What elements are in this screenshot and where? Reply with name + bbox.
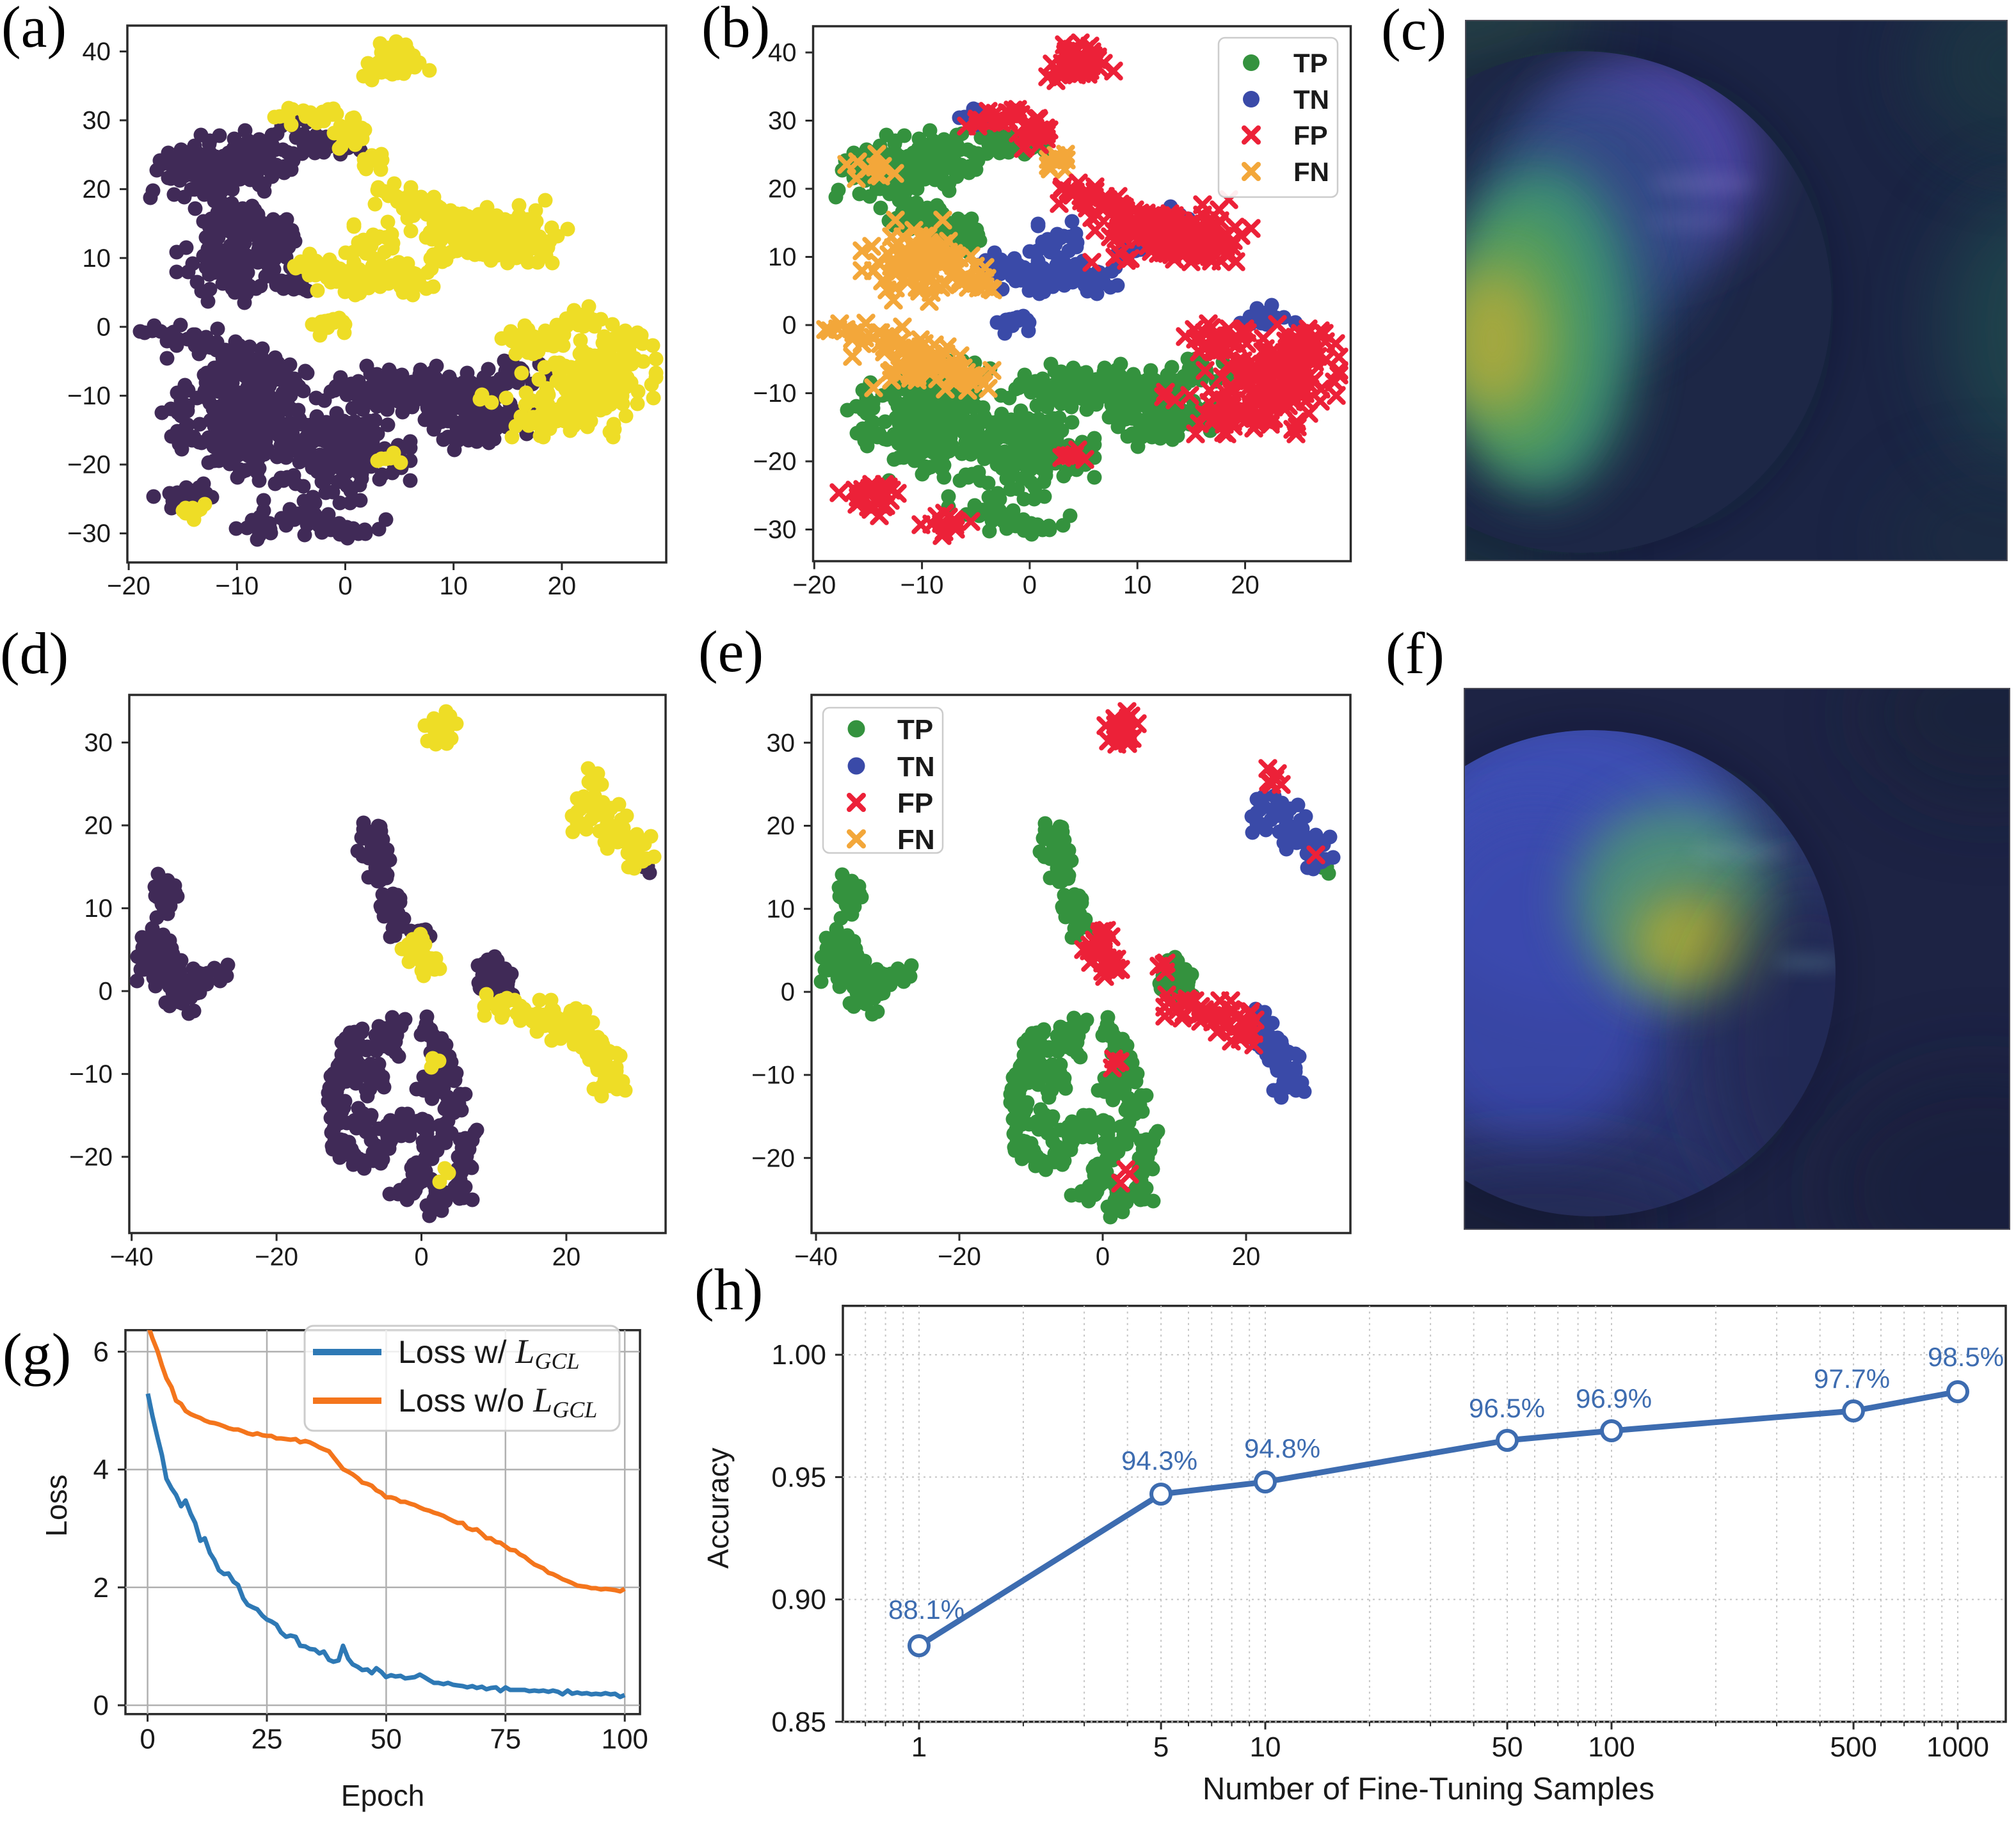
svg-text:50: 50 (371, 1724, 402, 1755)
svg-text:96.5%: 96.5% (1469, 1393, 1545, 1423)
svg-text:100: 100 (601, 1724, 648, 1755)
svg-text:10: 10 (1250, 1731, 1281, 1763)
svg-text:1: 1 (911, 1731, 927, 1763)
svg-text:−10: −10 (69, 1060, 113, 1088)
svg-text:FP: FP (897, 788, 933, 819)
svg-text:(g): (g) (3, 1321, 71, 1387)
svg-text:30: 30 (84, 729, 113, 757)
svg-text:100: 100 (1588, 1731, 1635, 1763)
svg-text:−10: −10 (215, 572, 259, 600)
svg-text:30: 30 (768, 107, 797, 135)
svg-text:(e): (e) (698, 619, 764, 684)
svg-text:(h): (h) (694, 1257, 763, 1322)
svg-text:TN: TN (897, 751, 935, 783)
svg-text:30: 30 (767, 729, 796, 757)
svg-text:−40: −40 (794, 1243, 838, 1271)
svg-text:20: 20 (83, 175, 111, 203)
svg-text:98.5%: 98.5% (1928, 1342, 2004, 1372)
svg-text:−30: −30 (753, 516, 797, 544)
svg-text:40: 40 (83, 38, 111, 66)
svg-text:−20: −20 (792, 571, 836, 600)
svg-text:10: 10 (84, 895, 113, 923)
svg-text:0.90: 0.90 (771, 1584, 826, 1616)
svg-text:Loss: Loss (40, 1474, 73, 1536)
svg-text:4: 4 (93, 1454, 109, 1486)
svg-text:20: 20 (548, 572, 577, 600)
svg-text:10: 10 (768, 243, 797, 271)
svg-text:5: 5 (1153, 1731, 1169, 1763)
svg-text:0: 0 (140, 1724, 155, 1755)
svg-text:88.1%: 88.1% (888, 1595, 964, 1625)
svg-text:−10: −10 (753, 379, 797, 408)
svg-text:6: 6 (93, 1336, 109, 1367)
svg-text:25: 25 (252, 1724, 283, 1755)
svg-text:(a): (a) (1, 0, 67, 60)
svg-text:10: 10 (767, 895, 796, 923)
svg-text:0: 0 (414, 1243, 428, 1271)
svg-text:Accuracy: Accuracy (701, 1447, 735, 1568)
svg-text:Number of Fine-Tuning Samples: Number of Fine-Tuning Samples (1203, 1772, 1654, 1806)
svg-text:500: 500 (1830, 1731, 1876, 1763)
svg-text:−40: −40 (110, 1243, 154, 1271)
svg-text:0: 0 (1096, 1243, 1110, 1271)
svg-text:1000: 1000 (1926, 1731, 1989, 1763)
svg-text:−10: −10 (900, 571, 944, 600)
svg-text:10: 10 (1123, 571, 1152, 600)
svg-text:20: 20 (1232, 1243, 1261, 1271)
svg-text:(c): (c) (1381, 0, 1446, 62)
svg-text:FN: FN (897, 824, 935, 856)
svg-text:0: 0 (97, 313, 111, 341)
svg-text:Epoch: Epoch (341, 1779, 424, 1812)
svg-text:−20: −20 (255, 1243, 298, 1271)
svg-text:0: 0 (99, 978, 113, 1006)
svg-text:20: 20 (767, 812, 796, 840)
svg-text:20: 20 (1231, 571, 1260, 600)
svg-text:30: 30 (83, 107, 111, 135)
svg-text:94.8%: 94.8% (1244, 1433, 1320, 1463)
svg-text:96.9%: 96.9% (1576, 1383, 1652, 1413)
svg-text:0.95: 0.95 (771, 1461, 826, 1493)
svg-text:(d): (d) (0, 621, 68, 686)
svg-text:75: 75 (490, 1724, 521, 1755)
svg-text:−20: −20 (107, 572, 150, 600)
svg-text:0: 0 (782, 312, 796, 340)
svg-text:50: 50 (1492, 1731, 1523, 1763)
svg-text:20: 20 (84, 812, 113, 840)
svg-text:TP: TP (1293, 48, 1328, 78)
svg-text:94.3%: 94.3% (1121, 1445, 1197, 1476)
svg-text:TP: TP (897, 714, 933, 745)
svg-text:0: 0 (338, 572, 352, 600)
svg-text:0: 0 (93, 1690, 109, 1721)
svg-text:40: 40 (768, 39, 797, 67)
svg-text:1.00: 1.00 (771, 1339, 826, 1371)
svg-text:97.7%: 97.7% (1814, 1364, 1890, 1394)
svg-text:−20: −20 (938, 1243, 981, 1271)
svg-text:−20: −20 (753, 448, 797, 476)
svg-text:(f): (f) (1386, 621, 1444, 686)
svg-text:−20: −20 (69, 1143, 113, 1172)
svg-text:(b): (b) (701, 0, 770, 60)
svg-text:FN: FN (1293, 157, 1329, 187)
svg-text:FP: FP (1293, 120, 1328, 150)
svg-text:0.85: 0.85 (771, 1707, 826, 1738)
svg-text:TN: TN (1293, 84, 1329, 115)
svg-text:0: 0 (1023, 571, 1037, 600)
svg-text:10: 10 (439, 572, 468, 600)
svg-text:−10: −10 (67, 382, 111, 410)
svg-text:−30: −30 (67, 520, 111, 548)
svg-text:20: 20 (768, 175, 797, 203)
svg-text:20: 20 (552, 1243, 581, 1271)
svg-text:−10: −10 (751, 1062, 795, 1090)
svg-text:2: 2 (93, 1572, 109, 1604)
svg-text:0: 0 (781, 978, 795, 1007)
svg-text:−20: −20 (751, 1144, 795, 1172)
svg-text:10: 10 (83, 244, 111, 273)
svg-text:−20: −20 (67, 451, 111, 479)
